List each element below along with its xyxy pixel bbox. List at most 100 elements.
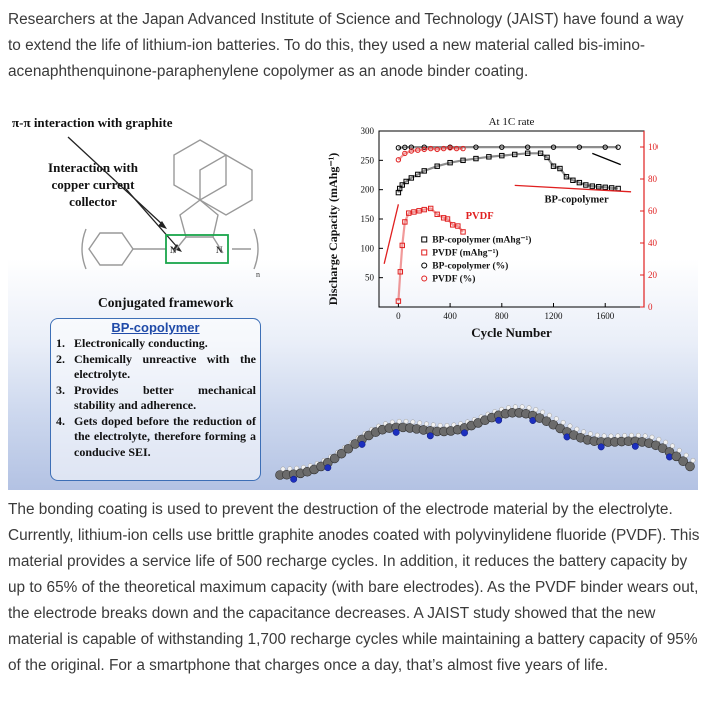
- carbon-atom: [329, 453, 340, 464]
- data-point: [434, 163, 440, 169]
- data-point: [449, 222, 456, 228]
- carbon-atom: [671, 451, 682, 462]
- hydrogen-atom: [553, 416, 559, 422]
- data-point: [395, 145, 402, 151]
- hydrogen-atom: [649, 434, 655, 440]
- hydrogen-atom: [519, 404, 525, 410]
- hydrogen-atom: [512, 404, 518, 410]
- carbon-atom: [678, 456, 688, 467]
- data-point: [395, 298, 402, 304]
- data-point: [408, 148, 415, 154]
- discharge-capacity-chart: At 1C rate 0 400 800 1200 1600 50 100 150 200 250 3…: [315, 109, 658, 347]
- hydrogen-atom: [396, 418, 402, 424]
- bp-copolymer-structure: N N n: [67, 136, 260, 279]
- data-point: [486, 154, 492, 160]
- y-tick-label: 100: [361, 243, 375, 253]
- carbon-atom: [336, 448, 347, 459]
- nitrogen-atom: [290, 475, 298, 483]
- data-point: [434, 211, 440, 218]
- article-figure: π-π interaction with graphite Interactio…: [8, 105, 698, 490]
- data-point: [524, 150, 531, 156]
- hydrogen-atom: [676, 447, 682, 453]
- data-point: [402, 150, 408, 157]
- hydrogen-atom: [424, 421, 429, 427]
- nitrogen-atom: [495, 416, 503, 424]
- x-axis-label: Cycle Number: [471, 325, 552, 340]
- data-point: [395, 157, 402, 163]
- body-paragraph: The bonding coating is used to prevent t…: [8, 501, 700, 674]
- data-point: [537, 150, 544, 156]
- data-point: [602, 184, 608, 191]
- data-point: [403, 178, 409, 185]
- data-point: [453, 145, 460, 152]
- data-point: [576, 179, 583, 186]
- y2-tick-label: 60: [648, 206, 658, 216]
- data-point: [408, 175, 415, 181]
- nitrogen-atom: [324, 464, 332, 472]
- chart-title: At 1C rate: [489, 116, 535, 128]
- x-tick-label: 0: [396, 311, 401, 321]
- data-point: [415, 171, 421, 178]
- data-point: [524, 144, 531, 150]
- data-point: [406, 210, 412, 216]
- hydrogen-atom: [588, 431, 593, 437]
- nitrogen-atom: [358, 440, 366, 448]
- hydrogen-atom: [560, 419, 566, 425]
- repeat-unit-n: n: [256, 270, 260, 279]
- nitrogen-atom: [426, 432, 434, 440]
- annotation-pvdf: PVDF: [466, 211, 494, 222]
- hydrogen-atom: [280, 466, 286, 472]
- y-tick-label: 200: [361, 185, 375, 195]
- data-point: [550, 163, 557, 169]
- hydrogen-atom: [635, 432, 641, 438]
- data-point: [399, 242, 405, 249]
- property-item: 3. Provides better mechanical stability a…: [56, 382, 256, 413]
- annotation-bp-copolymer: BP-copolymer: [544, 194, 608, 205]
- y-tick-label: 50: [365, 273, 375, 283]
- data-point: [460, 157, 466, 164]
- y-axis-label: Discharge Capacity (mAhg⁻¹): [326, 153, 340, 306]
- data-point: [399, 182, 405, 188]
- data-point: [499, 144, 505, 150]
- bp-copolymer-properties-box: BP-copolymer 1. Electronically conducting…: [50, 318, 261, 481]
- nitrogen-right-label: N: [216, 245, 223, 255]
- legend-label: PVDF (mAhg⁻¹): [432, 247, 498, 258]
- nitrogen-atom: [597, 443, 605, 451]
- hydrogen-atom: [683, 452, 689, 458]
- data-point: [416, 208, 422, 214]
- hydrogen-atom: [608, 433, 614, 439]
- data-point: [402, 219, 408, 225]
- data-point: [440, 145, 447, 152]
- intro-paragraph: Researchers at the Japan Advanced Instit…: [8, 11, 684, 80]
- data-point: [397, 269, 404, 275]
- legend-label: PVDF (%): [432, 273, 475, 284]
- pvdf-arrow-line: [383, 204, 400, 264]
- pi-interaction-label: π-π interaction with graphite: [12, 115, 173, 130]
- y-tick-label: 250: [361, 155, 375, 165]
- bp-arrow-line: [592, 152, 621, 166]
- data-point: [421, 206, 427, 213]
- y-tick-label: 150: [361, 214, 375, 224]
- legend-marker: [421, 262, 428, 269]
- data-point: [602, 144, 608, 150]
- hydrogen-atom: [642, 433, 648, 439]
- series-line: [397, 152, 619, 193]
- property-item: 2. Chemically unreactive with the electro…: [56, 351, 256, 382]
- polymer-chain-illustration: [275, 404, 696, 483]
- data-point: [570, 177, 576, 183]
- legend-marker: [421, 249, 428, 256]
- nitrogen-atom: [461, 429, 468, 437]
- data-point: [583, 182, 589, 188]
- data-point: [421, 168, 427, 174]
- hydrogen-atom: [656, 436, 662, 442]
- legend-marker: [421, 275, 428, 282]
- hydrogen-atom: [547, 412, 552, 418]
- conjugated-framework-label: Conjugated framework: [98, 295, 234, 310]
- property-item: 4. Gets doped before the reduction of the…: [56, 413, 256, 459]
- data-point: [402, 144, 408, 151]
- data-point: [421, 146, 427, 153]
- hydrogen-atom: [540, 409, 546, 415]
- hydrogen-atom: [615, 433, 621, 439]
- data-point: [473, 144, 479, 150]
